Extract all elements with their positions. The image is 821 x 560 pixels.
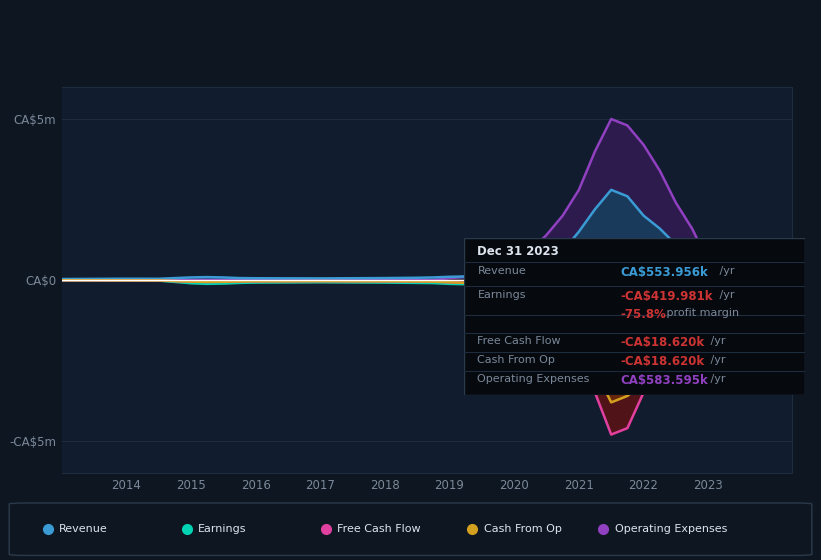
Text: Revenue: Revenue	[59, 524, 108, 534]
Text: CA$583.595k: CA$583.595k	[621, 375, 709, 388]
Text: Cash From Op: Cash From Op	[484, 524, 562, 534]
Text: /yr: /yr	[716, 266, 735, 276]
FancyBboxPatch shape	[9, 503, 812, 556]
Text: /yr: /yr	[708, 355, 726, 365]
Text: Free Cash Flow: Free Cash Flow	[337, 524, 421, 534]
Text: Earnings: Earnings	[199, 524, 247, 534]
Text: -CA$419.981k: -CA$419.981k	[621, 290, 713, 303]
Text: -75.8%: -75.8%	[621, 308, 667, 321]
Text: Cash From Op: Cash From Op	[478, 355, 555, 365]
Text: /yr: /yr	[708, 336, 726, 346]
Text: -CA$18.620k: -CA$18.620k	[621, 355, 704, 368]
Text: Operating Expenses: Operating Expenses	[615, 524, 727, 534]
Text: CA$553.956k: CA$553.956k	[621, 266, 709, 279]
Text: profit margin: profit margin	[663, 308, 739, 318]
Text: Dec 31 2023: Dec 31 2023	[478, 245, 559, 258]
Text: Earnings: Earnings	[478, 290, 526, 300]
Text: /yr: /yr	[716, 290, 735, 300]
Text: -CA$18.620k: -CA$18.620k	[621, 336, 704, 349]
Text: Revenue: Revenue	[478, 266, 526, 276]
Text: /yr: /yr	[708, 375, 726, 384]
Text: Operating Expenses: Operating Expenses	[478, 375, 589, 384]
Text: Free Cash Flow: Free Cash Flow	[478, 336, 561, 346]
